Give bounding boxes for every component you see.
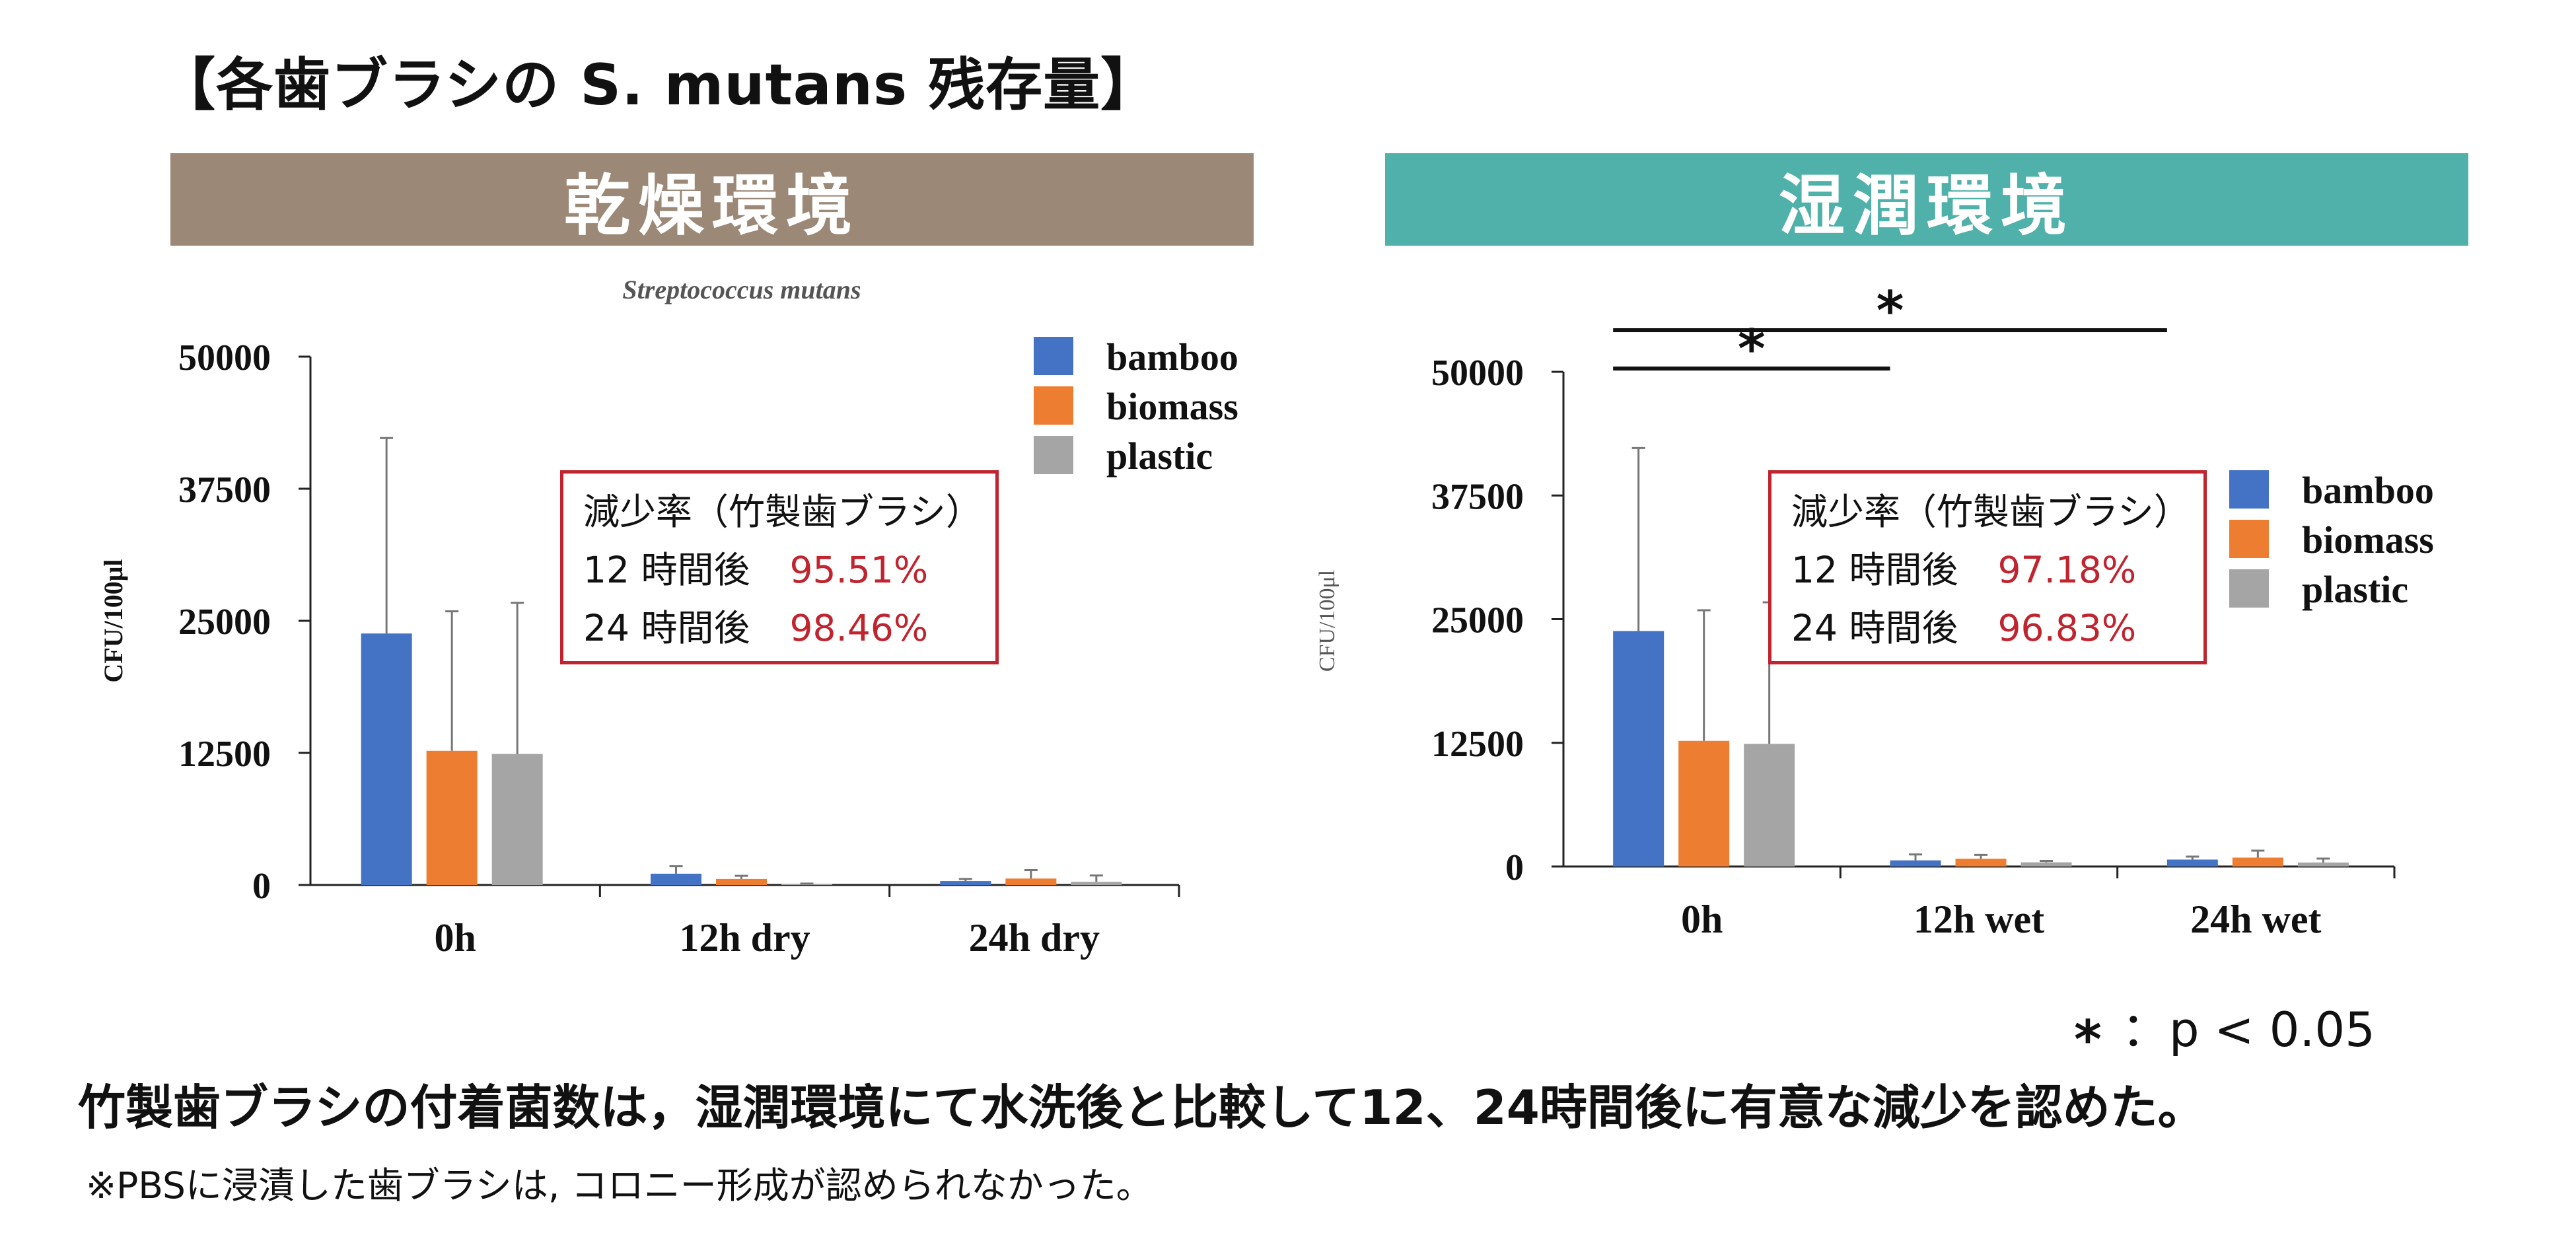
wet-legend-swatch-bamboo (2229, 470, 2269, 509)
dry-chart-title: Streptococcus mutans (622, 275, 861, 304)
wet-bar-biomass (1678, 740, 1730, 866)
wet-bar-biomass (2232, 857, 2283, 866)
dry-reduction-box: 減少率（竹製歯ブラシ） 12 時間後 95.51% 24 時間後 98.46% (560, 470, 999, 664)
dry-y-tick-label: 50000 (178, 337, 271, 378)
wet-y-tick-label: 12500 (1431, 724, 1524, 765)
wet-reduction-row-12h: 12 時間後 97.18% (1791, 541, 2203, 599)
dry-legend-swatch-bamboo (1034, 337, 1073, 375)
dry-bar-bamboo (940, 881, 991, 885)
dry-y-tick-label: 37500 (178, 470, 271, 511)
wet-legend-label-biomass: biomass (2302, 518, 2434, 561)
wet-reduction-12h-value: 97.18% (1997, 549, 2137, 591)
wet-legend-label-bamboo: bamboo (2302, 469, 2434, 512)
dry-legend-label-bamboo: bamboo (1106, 336, 1238, 378)
dry-reduction-24h-label: 24 時間後 (583, 607, 750, 649)
dry-y-axis-label: CFU/100μl (98, 559, 128, 682)
dry-reduction-row-24h: 24 時間後 98.46% (583, 599, 995, 657)
dry-legend-label-biomass: biomass (1106, 385, 1238, 428)
wet-bar-chart: 0 12500 25000 37500 50000 CFU/100μl 0h 12h wet 2… (1315, 280, 2434, 941)
wet-y-axis-label: CFU/100μl (1315, 570, 1340, 672)
wet-bar-bamboo (1613, 631, 1664, 866)
footnote-text: ※PBSに浸漬した歯ブラシは, コロニー形成が認められなかった。 (86, 1164, 1153, 1207)
significance-star: * (2074, 1009, 2102, 1071)
dry-bar-biomass (716, 878, 767, 885)
wet-bar-bamboo (1890, 860, 1941, 866)
wet-y-tick-label: 50000 (1431, 353, 1524, 394)
dry-reduction-row-12h: 12 時間後 95.51% (583, 541, 995, 599)
dry-y-tick-label: 25000 (178, 602, 271, 643)
dry-y-tick-label: 0 (252, 866, 271, 907)
wet-bar-plastic (2021, 862, 2072, 866)
dry-bar-plastic (1071, 882, 1122, 885)
dry-bar-chart: Streptococcus mutans 0 12500 25000 37500 5000… (98, 275, 1238, 960)
wet-reduction-12h-label: 12 時間後 (1791, 549, 1958, 591)
wet-reduction-24h-label: 24 時間後 (1791, 607, 1958, 649)
significance-note: * ：p < 0.05 (2074, 991, 2375, 1071)
wet-bar-plastic (1744, 744, 1795, 866)
dry-x-tick-label: 0h (434, 916, 476, 960)
wet-x-tick-label: 0h (1681, 898, 1723, 941)
wet-x-tick-label: 12h wet (1914, 898, 2044, 941)
dry-x-tick-label: 12h dry (679, 916, 810, 960)
wet-legend-label-plastic: plastic (2302, 568, 2408, 611)
conclusion-text: 竹製歯ブラシの付着菌数は，湿潤環境にて水洗後と比較して12、24時間後に有意な減… (78, 1080, 2205, 1135)
wet-significance-star: * (1738, 318, 1766, 380)
wet-bar-biomass (1955, 859, 2007, 866)
dry-reduction-12h-label: 12 時間後 (583, 549, 750, 591)
dry-reduction-title: 減少率（竹製歯ブラシ） (583, 491, 982, 533)
dry-environment-banner: 乾燥環境 (170, 153, 1254, 246)
dry-bar-plastic (491, 754, 543, 885)
wet-x-tick-label: 24h wet (2190, 898, 2321, 941)
wet-bar-bamboo (2166, 859, 2218, 866)
wet-reduction-row-24h: 24 時間後 96.83% (1791, 599, 2203, 657)
dry-reduction-12h-value: 95.51% (789, 549, 929, 591)
wet-y-tick-label: 0 (1505, 847, 1524, 888)
dry-bar-biomass (426, 750, 478, 885)
dry-bar-bamboo (651, 873, 701, 885)
dry-y-tick-label: 12500 (178, 734, 271, 775)
dry-legend-swatch-plastic (1034, 436, 1073, 474)
wet-significance-star: * (1877, 280, 1904, 341)
wet-reduction-title: 減少率（竹製歯ブラシ） (1791, 491, 2190, 533)
wet-legend-swatch-biomass (2229, 520, 2269, 558)
wet-environment-banner: 湿潤環境 (1385, 153, 2468, 246)
wet-reduction-24h-value: 96.83% (1997, 607, 2137, 649)
wet-reduction-box: 減少率（竹製歯ブラシ） 12 時間後 97.18% 24 時間後 96.83% (1768, 470, 2207, 664)
wet-legend-swatch-plastic (2229, 569, 2269, 608)
dry-reduction-24h-value: 98.46% (789, 607, 929, 649)
wet-y-tick-label: 25000 (1431, 600, 1524, 641)
dry-legend-label-plastic: plastic (1106, 435, 1213, 477)
dry-bar-biomass (1005, 878, 1057, 885)
page-heading: 【各歯ブラシの S. mutans 残存量】 (159, 52, 1159, 118)
wet-y-tick-label: 37500 (1431, 476, 1524, 517)
significance-text: ：p < 0.05 (2121, 1002, 2375, 1057)
dry-x-tick-label: 24h dry (969, 916, 1100, 960)
dry-bar-bamboo (361, 633, 412, 885)
wet-bar-plastic (2297, 863, 2349, 866)
dry-legend-swatch-biomass (1034, 386, 1073, 425)
